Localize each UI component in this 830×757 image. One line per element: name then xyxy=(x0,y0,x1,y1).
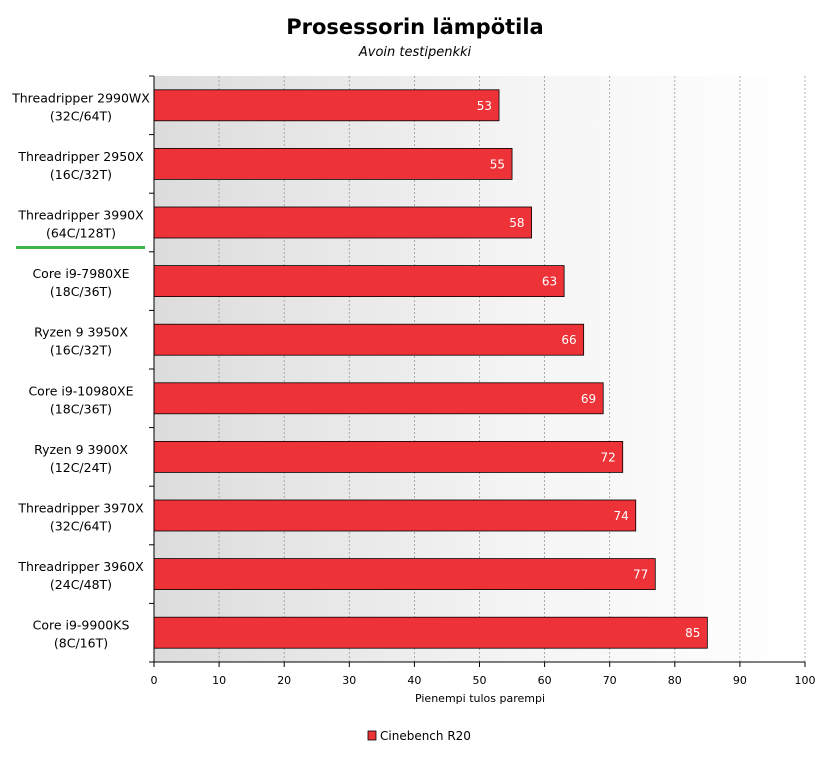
category-label-spec: (16C/32T) xyxy=(50,343,112,358)
bar-value-label: 74 xyxy=(613,509,628,523)
legend-swatch xyxy=(367,730,377,741)
bars: 53 55 58 63 66 69 72 74 77 85 xyxy=(153,89,708,649)
category-label-spec: (18C/36T) xyxy=(50,284,112,299)
bar xyxy=(153,89,500,122)
legend: Cinebench R20 xyxy=(367,729,471,743)
bar-value-label: 53 xyxy=(477,99,492,113)
bar-value-label: 63 xyxy=(542,275,557,289)
category-label-name: Threadripper 3970X xyxy=(17,501,144,516)
category-label-name: Threadripper 3960X xyxy=(17,559,144,574)
x-tick-label: 90 xyxy=(733,674,747,687)
category-label-spec: (32C/64T) xyxy=(50,108,112,123)
bar-value-label: 69 xyxy=(581,392,596,406)
category-label-spec: (24C/48T) xyxy=(50,577,112,592)
x-tick-label: 80 xyxy=(668,674,682,687)
category-label-spec: (12C/24T) xyxy=(50,460,112,475)
category-label-name: Core i9-7980XE xyxy=(32,266,129,281)
bar xyxy=(153,265,565,298)
bar-value-label: 77 xyxy=(633,568,648,582)
x-tick-label: 40 xyxy=(407,674,421,687)
bar-value-label: 58 xyxy=(509,216,524,230)
category-label-spec: (18C/36T) xyxy=(50,401,112,416)
bar xyxy=(153,440,624,473)
x-tick-label: 100 xyxy=(795,674,816,687)
category-label-spec: (16C/32T) xyxy=(50,167,112,182)
category-label-spec: (8C/16T) xyxy=(54,636,108,651)
category-label-name: Threadripper 3990X xyxy=(17,208,144,223)
x-axis-label: Pienempi tulos parempi xyxy=(415,692,545,705)
bar xyxy=(153,206,532,239)
chart-subtitle: Avoin testipenkki xyxy=(358,45,472,60)
chart-title: Prosessorin lämpötila xyxy=(286,15,543,39)
axes xyxy=(149,75,806,667)
category-label-name: Core i9-9900KS xyxy=(33,618,130,633)
x-tick-label: 50 xyxy=(473,674,487,687)
category-label-name: Ryzen 9 3950X xyxy=(34,325,128,340)
category-label-name: Threadripper 2990WX xyxy=(11,90,150,105)
bar xyxy=(153,499,637,532)
bar-value-label: 66 xyxy=(561,333,576,347)
bar xyxy=(153,323,585,356)
bar xyxy=(153,558,656,590)
bar xyxy=(153,616,708,649)
bar-value-label: 85 xyxy=(685,626,700,640)
bar-value-label: 55 xyxy=(490,157,505,171)
x-tick-label: 10 xyxy=(212,674,226,687)
x-tick-label: 20 xyxy=(277,674,291,687)
x-tick-label: 30 xyxy=(342,674,356,687)
category-label-spec: (64C/128T) xyxy=(46,226,116,241)
category-label-name: Ryzen 9 3900X xyxy=(34,442,128,457)
x-tick-label: 0 xyxy=(151,674,158,687)
x-tick-label: 60 xyxy=(538,674,552,687)
bar-value-label: 72 xyxy=(600,450,615,464)
category-labels: Threadripper 2990WX (32C/64T) Threadripper… xyxy=(11,90,150,650)
x-tick-labels: 0 10 20 30 40 50 60 70 80 90 100 xyxy=(151,674,816,687)
bar xyxy=(153,147,513,180)
bar xyxy=(153,382,604,415)
category-label-name: Threadripper 2950X xyxy=(17,149,144,164)
legend-label: Cinebench R20 xyxy=(380,729,471,743)
category-label-name: Core i9-10980XE xyxy=(28,383,133,398)
category-label-spec: (32C/64T) xyxy=(50,519,112,534)
x-tick-label: 70 xyxy=(603,674,617,687)
